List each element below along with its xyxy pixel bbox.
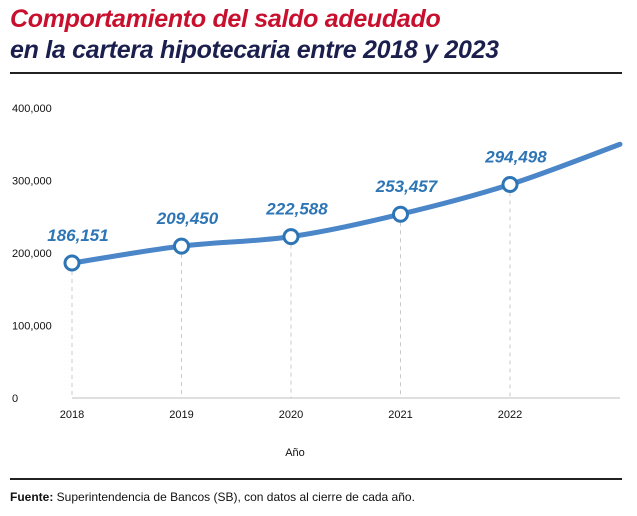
source-note: Fuente: Superintendencia de Bancos (SB),… [10,490,415,504]
x-tick-label: 2021 [388,409,412,421]
y-tick-label: 400,000 [12,103,52,115]
data-label: 186,151 [47,226,108,245]
data-label: 294,498 [484,147,547,166]
data-point [63,254,81,272]
data-label: 222,588 [265,200,328,219]
y-tick-label: 0 [12,393,18,405]
y-tick-label: 200,000 [12,248,52,260]
x-tick-label: 2018 [60,409,84,421]
data-label: 209,450 [156,209,219,228]
data-point [282,228,300,246]
data-label: 253,457 [375,177,439,196]
x-tick-label: 2022 [498,409,522,421]
chart-title: Comportamiento del saldo adeudado en la … [10,4,499,66]
y-tick-label: 100,000 [12,321,52,333]
x-tick-label: 2019 [169,409,193,421]
x-axis-title: Año [285,447,305,459]
x-tick-label: 2020 [279,409,303,421]
title-line-1: Comportamiento del saldo adeudado [10,5,441,33]
source-text: Superintendencia de Bancos (SB), con dat… [53,490,415,504]
source-label: Fuente: [10,490,54,504]
top-divider [10,72,622,74]
title-line-2: en la cartera hipotecaria entre 2018 y 2… [10,36,499,64]
bottom-divider [10,478,622,480]
data-point [173,237,190,255]
data-point [392,205,409,223]
data-point [501,175,519,193]
y-tick-label: 300,000 [12,176,52,188]
line-chart: 0 100,000 200,000 300,000 400,000 2018 2019 202… [12,103,623,459]
series-line [69,141,623,266]
